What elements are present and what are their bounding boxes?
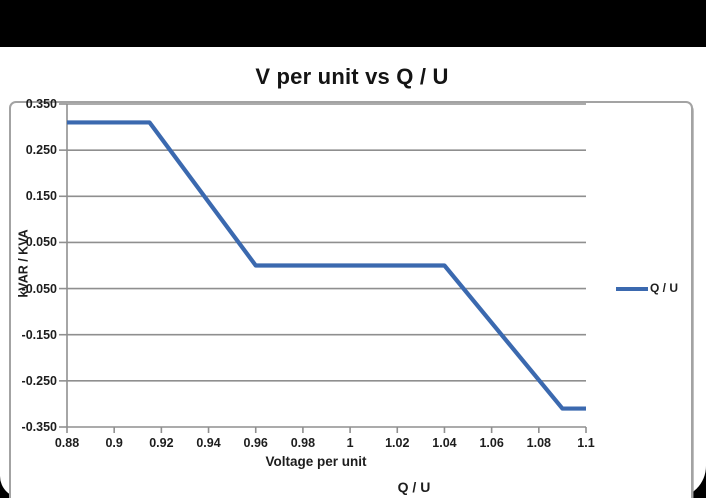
y-tick-label: -0.150: [21, 327, 57, 342]
top-black-band: [0, 0, 706, 47]
y-tick-label: 0.250: [25, 143, 57, 158]
chart-title: V per unit vs Q / U: [255, 64, 449, 89]
y-tick-label: 0.150: [25, 189, 57, 204]
y-axis-title: kVAR / KVA: [16, 229, 31, 298]
x-tick-label: 1.08: [526, 436, 551, 450]
x-axis-title: Voltage per unit: [265, 454, 367, 469]
x-tick-label: 1.1: [577, 436, 595, 450]
y-tick-label: 0.350: [25, 97, 57, 111]
y-tick-label: -0.250: [21, 373, 57, 388]
x-tick-label: 1: [346, 436, 354, 450]
chart-caption: Q / U: [397, 479, 431, 495]
x-tick-label: 0.96: [243, 436, 268, 450]
x-tick-label: 1.06: [479, 436, 504, 450]
y-tick-label: -0.050: [21, 281, 57, 296]
x-tick-label: 0.94: [196, 436, 221, 450]
x-tick-label: 1.02: [385, 436, 410, 450]
y-tick-label: -0.350: [21, 420, 57, 434]
x-tick-label: 1.04: [432, 436, 457, 450]
x-tick-label: 0.98: [290, 436, 316, 450]
x-tick-label: 0.9: [105, 436, 123, 450]
x-tick-label: 0.88: [54, 436, 80, 450]
legend-label: Q / U: [650, 281, 679, 295]
x-tick-label: 0.92: [149, 436, 174, 450]
y-tick-label: 0.050: [25, 235, 57, 250]
